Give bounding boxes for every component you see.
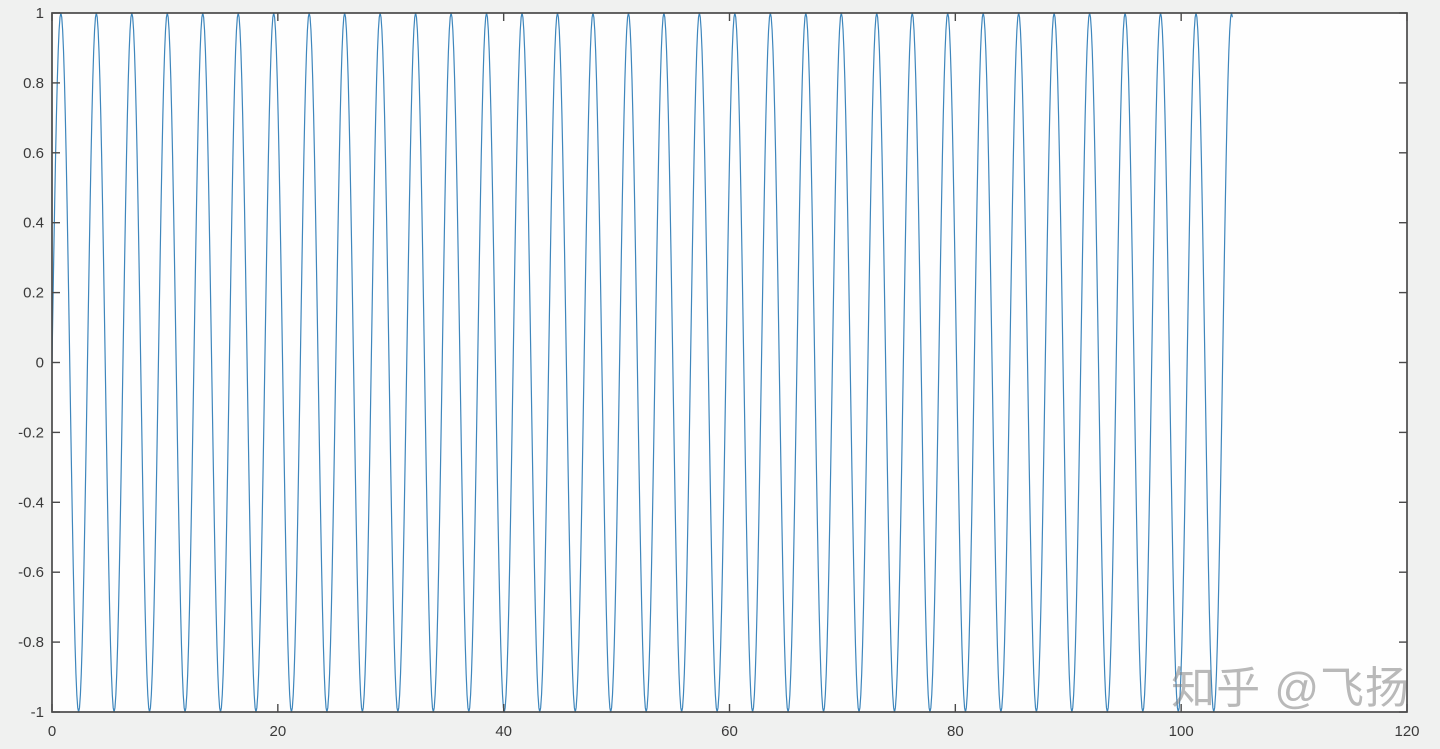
y-tick-label: 1 [36, 5, 44, 22]
y-tick-label: 0 [36, 355, 44, 372]
y-tick-label: -1 [31, 704, 44, 721]
x-tick-label: 60 [721, 723, 738, 740]
y-tick-label: -0.4 [18, 494, 44, 511]
x-tick-label: 20 [269, 723, 286, 740]
y-tick-label: -0.8 [18, 634, 44, 651]
y-tick-label: 0.4 [23, 215, 44, 232]
signal-line [51, 12, 1233, 713]
x-tick-label: 100 [1169, 723, 1194, 740]
y-tick-label: -0.6 [18, 564, 44, 581]
y-tick-label: 0.8 [23, 75, 44, 92]
x-tick-label: 40 [495, 723, 512, 740]
x-tick-label: 120 [1394, 723, 1419, 740]
y-tick-label: -0.2 [18, 424, 44, 441]
y-tick-label: 0.2 [23, 285, 44, 302]
x-tick-label: 0 [48, 723, 56, 740]
y-tick-label: 0.6 [23, 145, 44, 162]
plot-area [52, 13, 1407, 712]
x-tick-label: 80 [947, 723, 964, 740]
